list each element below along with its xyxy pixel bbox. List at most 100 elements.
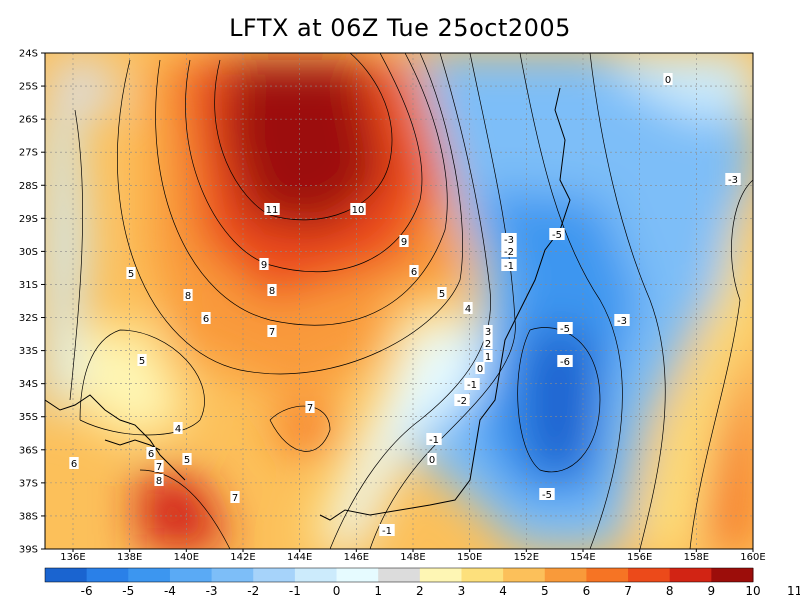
contour-label: 8 xyxy=(267,284,277,297)
contour-label-text: 5 xyxy=(128,269,134,280)
colorbar-label: -6 xyxy=(81,584,93,598)
colorbar-swatch xyxy=(294,568,338,582)
contour-label-bg xyxy=(146,447,156,459)
colorbar-swatch xyxy=(461,568,504,582)
field-core-darkred xyxy=(225,60,385,230)
contour-label: 11 xyxy=(264,203,280,216)
coastline-gulf xyxy=(45,394,186,481)
colorbar-label: 1 xyxy=(374,584,382,598)
contour-label-text: 2 xyxy=(485,339,491,350)
colorbar: -6 -5 -4 -3 -2 -1 0 1 2 3 4 5 6 7 8 9 10 11 xyxy=(44,567,800,598)
longitude-label: 136E xyxy=(60,552,85,563)
contour-label-bg xyxy=(173,422,183,434)
latitude-label: 26S xyxy=(19,115,38,126)
contour-label: 7 xyxy=(267,325,277,338)
colorbar-swatch xyxy=(86,568,129,582)
contour-label-bg xyxy=(483,350,493,362)
contour-label: -3 xyxy=(725,173,741,186)
contour-label: 8 xyxy=(154,474,164,487)
contour-label-bg xyxy=(463,302,473,314)
field-light-ne xyxy=(600,53,753,120)
contour-label: 6 xyxy=(69,457,79,470)
contour-label: -1 xyxy=(379,524,395,537)
contour-label-bg xyxy=(437,287,447,299)
colorbar-label: 7 xyxy=(624,584,632,598)
colorbar-swatch xyxy=(544,568,587,582)
field-grey-nw xyxy=(45,60,120,120)
latitude-label: 36S xyxy=(19,445,38,456)
contour-line xyxy=(117,53,463,375)
contour-label-bg xyxy=(557,355,573,367)
contour-label-text: 0 xyxy=(477,364,483,375)
contour-label-text: -3 xyxy=(504,235,514,246)
longitude-label: 150E xyxy=(457,552,482,563)
contour-label-bg xyxy=(264,203,280,215)
contour-label-bg xyxy=(501,233,517,245)
contour-line xyxy=(79,329,205,436)
contour-label-bg xyxy=(501,259,517,271)
latitude-label: 39S xyxy=(19,545,38,556)
coastline-gulf-2 xyxy=(104,439,161,451)
contour-label-bg xyxy=(725,173,741,185)
contour-label-text: 6 xyxy=(411,267,417,278)
latitude-label: 32S xyxy=(19,313,38,324)
contour-label-text: -3 xyxy=(617,316,627,327)
contour-label-text: 8 xyxy=(156,476,162,487)
contour-label: 0 xyxy=(475,362,485,375)
contour-label-bg xyxy=(182,453,192,465)
colorbar-label: -5 xyxy=(122,584,134,598)
longitude-label: 148E xyxy=(400,552,425,563)
contour-label-text: 5 xyxy=(439,289,445,300)
contour-label: -2 xyxy=(454,394,470,407)
contour-label-bg xyxy=(663,73,673,85)
contour-label-text: 9 xyxy=(401,237,407,248)
colorbar-frame xyxy=(44,567,754,583)
latitude-label: 34S xyxy=(19,379,38,390)
latitude-label: 29S xyxy=(19,214,38,225)
colorbar-label: 8 xyxy=(666,584,674,598)
plot-frame xyxy=(44,52,754,550)
contour-label-text: -1 xyxy=(382,526,392,537)
contour-line xyxy=(269,405,331,452)
latitude-label: 35S xyxy=(19,412,38,423)
contour-line xyxy=(155,53,448,326)
colorbar-swatch xyxy=(378,568,421,582)
longitude-label: 146E xyxy=(344,552,369,563)
contour-label-text: 6 xyxy=(71,459,77,470)
contour-label-bg xyxy=(267,325,277,337)
contour-label-text: -2 xyxy=(504,247,514,258)
contour-label-text: -5 xyxy=(560,324,570,335)
contour-label-bg xyxy=(126,267,136,279)
contour-label: -5 xyxy=(557,322,573,335)
colorbar-swatch xyxy=(128,568,171,582)
colorbar-swatch xyxy=(211,568,254,582)
contour-label-bg xyxy=(409,265,419,277)
contour-label-text: -5 xyxy=(552,230,562,241)
longitude-label: 156E xyxy=(627,552,652,563)
contour-label-text: -6 xyxy=(560,357,570,368)
contour-label: 7 xyxy=(230,491,240,504)
contour-label-bg xyxy=(539,488,555,500)
contour-label-text: -1 xyxy=(504,261,514,272)
contour-label: 10 xyxy=(350,203,366,216)
contour-label: 6 xyxy=(409,265,419,278)
contour-label: 9 xyxy=(399,235,409,248)
contour-label-text: 3 xyxy=(485,327,491,338)
contour-label-text: 5 xyxy=(139,356,145,367)
latitude-label: 25S xyxy=(19,82,38,93)
contour-label-text: 8 xyxy=(185,291,191,302)
contour-label: -1 xyxy=(426,433,442,446)
contour-label-text: 7 xyxy=(269,327,275,338)
latitude-label: 27S xyxy=(19,148,38,159)
field-south-orange xyxy=(270,400,340,460)
contour-label-text: 0 xyxy=(665,75,671,86)
contour-label-text: 0 xyxy=(429,455,435,466)
longitude-label: 138E xyxy=(117,552,142,563)
contour-label-text: 4 xyxy=(465,304,471,315)
colorbar-swatch xyxy=(669,568,712,582)
contour-label: 9 xyxy=(259,258,269,271)
longitude-labels: 136E 138E 140E 142E 144E 146E 148E 150E 152E 154E… xyxy=(60,549,766,563)
contour-label-text: 7 xyxy=(232,493,238,504)
latitude-labels: 24S 25S 26S 27S 28S 29S 30S 31S 32S 33S 34S 35S 36S 3… xyxy=(19,49,45,556)
